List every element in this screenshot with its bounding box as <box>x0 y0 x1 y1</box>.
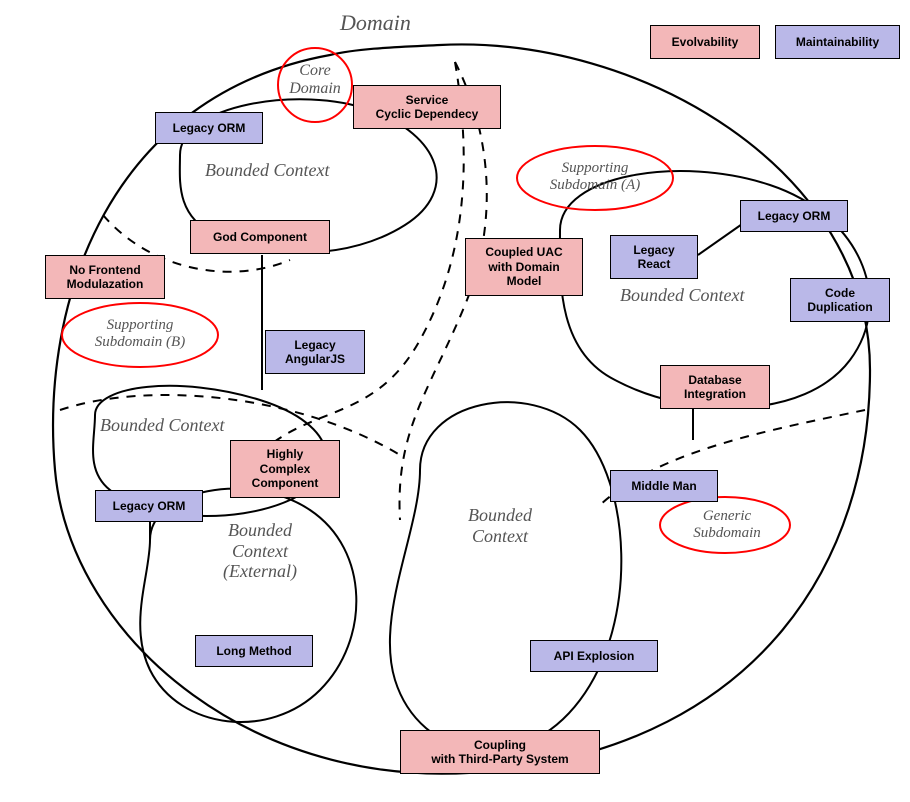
box-god-component: God Component <box>190 220 330 254</box>
supporting-a-label: SupportingSubdomain (A) <box>530 160 660 195</box>
box-no-frontend: No FrontendModulazation <box>45 255 165 299</box>
bc-top-title: Bounded Context <box>205 160 329 181</box>
box-long-method: Long Method <box>195 635 313 667</box>
box-legacy-react: LegacyReact <box>610 235 698 279</box>
diagram-stage: Domain CoreDomain Bounded Context Bounde… <box>0 0 910 802</box>
box-legacy-orm-2: Legacy ORM <box>740 200 848 232</box>
box-code-dup: CodeDuplication <box>790 278 890 322</box>
legend-evolvability: Evolvability <box>650 25 760 59</box>
box-coupled-uac: Coupled UACwith DomainModel <box>465 238 583 296</box>
generic-subdomain-label: GenericSubdomain <box>672 508 782 543</box>
bc-left-title: Bounded Context <box>100 415 224 436</box>
bc-center-shape <box>390 402 621 751</box>
box-service-cyclic: ServiceCyclic Dependecy <box>353 85 501 129</box>
legend-maintainability: Maintainability <box>775 25 900 59</box>
box-middle-man: Middle Man <box>610 470 718 502</box>
bc-right-title: Bounded Context <box>620 285 744 306</box>
supporting-b-label: SupportingSubdomain (B) <box>75 317 205 352</box>
box-api-explosion: API Explosion <box>530 640 658 672</box>
domain-title: Domain <box>340 10 411 35</box>
domain-outline <box>53 44 870 773</box>
core-domain-title: CoreDomain <box>285 62 345 99</box>
box-db-integration: DatabaseIntegration <box>660 365 770 409</box>
box-legacy-orm-1: Legacy ORM <box>155 112 263 144</box>
bc-center-title: BoundedContext <box>455 505 545 546</box>
box-coupling-third: Couplingwith Third-Party System <box>400 730 600 774</box>
box-legacy-angular: LegacyAngularJS <box>265 330 365 374</box>
box-legacy-orm-3: Legacy ORM <box>95 490 203 522</box>
box-highly-complex: HighlyComplexComponent <box>230 440 340 498</box>
bc-external-title: BoundedContext(External) <box>210 520 310 582</box>
